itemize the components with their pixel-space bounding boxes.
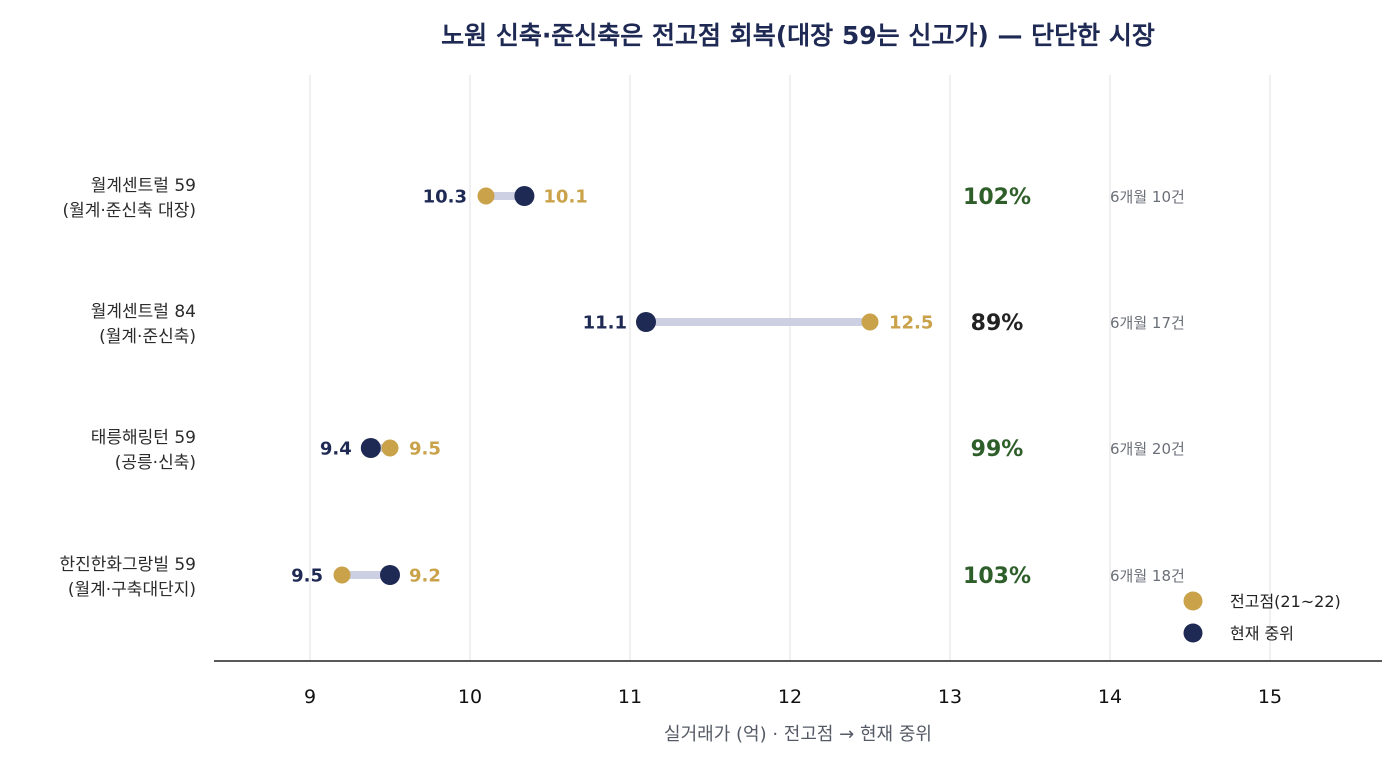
- data-labels: 10.3 10.1 102% 6개월 10건 11.1 12.5 89% 6개월 17건 9.4…: [291, 185, 1185, 589]
- current-value-label: 10.3: [423, 187, 467, 208]
- recovery-ratio-label: 99%: [971, 437, 1024, 462]
- legend-label: 전고점(21~22): [1230, 592, 1341, 611]
- peak-point: [861, 313, 879, 331]
- legend: 전고점(21~22) 현재 중위: [1183, 591, 1341, 643]
- category-label-detail: (월계·준신축): [99, 327, 196, 347]
- x-tick-label: 10: [458, 686, 482, 708]
- recovery-ratio-label: 102%: [963, 185, 1031, 210]
- category-label-detail: (월계·준신축 대장): [62, 201, 196, 221]
- transaction-count-label: 6개월 10건: [1110, 188, 1185, 206]
- recovery-ratio-label: 89%: [971, 311, 1024, 336]
- current-point: [380, 565, 400, 585]
- x-tick-label: 12: [778, 686, 802, 708]
- category-label-name: 월계센트럴 84: [91, 302, 196, 322]
- x-tick-label: 15: [1258, 686, 1282, 708]
- current-point: [360, 438, 381, 458]
- legend-label: 현재 중위: [1230, 624, 1294, 643]
- x-axis-label: 실거래가 (억) · 전고점 → 현재 중위: [664, 724, 932, 745]
- peak-point: [381, 439, 399, 457]
- current-point: [514, 186, 535, 206]
- peak-point: [477, 187, 495, 205]
- recovery-ratio-label: 103%: [963, 564, 1031, 589]
- category-label-name: 태릉해링턴 59: [91, 428, 196, 448]
- current-value-label: 9.5: [291, 566, 323, 587]
- peak-value-label: 9.5: [409, 439, 441, 460]
- x-tick-label: 9: [304, 686, 316, 708]
- legend-marker: [1183, 591, 1203, 611]
- transaction-count-label: 6개월 18건: [1110, 567, 1185, 585]
- category-labels: 월계센트럴 59 (월계·준신축 대장) 월계센트럴 84 (월계·준신축) 태릉해링턴…: [59, 176, 196, 600]
- x-tick-label: 14: [1098, 686, 1122, 708]
- connectors: [342, 192, 870, 579]
- current-value-label: 11.1: [583, 313, 627, 334]
- legend-marker: [1183, 623, 1203, 643]
- data-points: [333, 186, 879, 585]
- grid-lines: [309, 75, 1271, 661]
- category-label-name: 월계센트럴 59: [91, 176, 196, 196]
- x-tick-labels: 9 10 11 12 13 14 15: [304, 686, 1282, 708]
- transaction-count-label: 6개월 20건: [1110, 440, 1185, 458]
- category-label-detail: (월계·구축대단지): [68, 580, 196, 600]
- transaction-count-label: 6개월 17건: [1110, 314, 1185, 332]
- peak-point: [333, 566, 351, 584]
- peak-value-label: 9.2: [409, 566, 441, 587]
- peak-value-label: 12.5: [889, 313, 933, 334]
- category-label-detail: (공릉·신축): [115, 453, 196, 473]
- x-tick-label: 13: [938, 686, 962, 708]
- chart-title: 노원 신축·준신축은 전고점 회복(대장 59는 신고가) — 단단한 시장: [441, 21, 1155, 50]
- current-point: [636, 312, 656, 332]
- category-label-name: 한진한화그랑빌 59: [59, 555, 196, 575]
- current-value-label: 9.4: [320, 439, 352, 460]
- x-tick-label: 11: [618, 686, 642, 708]
- peak-value-label: 10.1: [543, 187, 587, 208]
